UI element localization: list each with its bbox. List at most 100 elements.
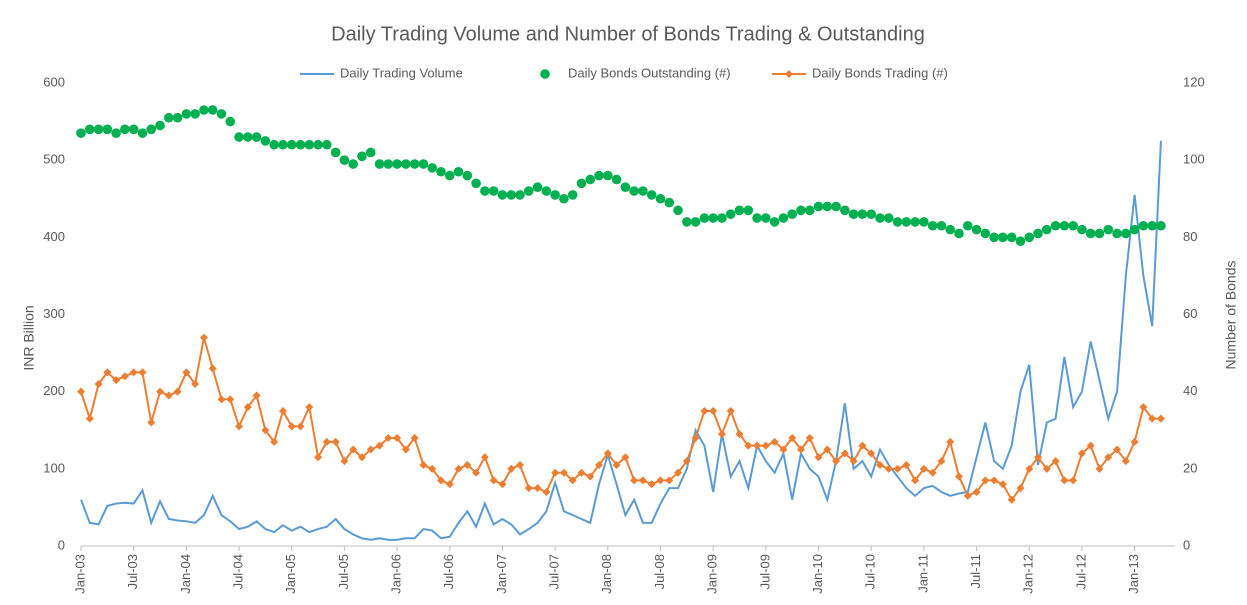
- x-tick-label: Jan-13: [1126, 554, 1141, 594]
- point-marker: [831, 201, 841, 212]
- point-marker: [330, 147, 341, 158]
- point-marker: [945, 224, 956, 235]
- point-marker: [656, 476, 665, 485]
- point-marker: [164, 112, 174, 123]
- y2-tick-label: 0: [1183, 537, 1190, 552]
- point-marker: [1103, 224, 1114, 235]
- point-marker: [725, 209, 736, 219]
- point-marker: [1147, 220, 1157, 231]
- point-marker: [516, 460, 524, 469]
- point-marker: [207, 105, 218, 115]
- point-marker: [418, 159, 429, 169]
- point-marker: [1059, 220, 1070, 231]
- point-marker: [235, 422, 244, 431]
- point-marker: [840, 449, 849, 458]
- point-marker: [576, 178, 587, 189]
- point-marker: [366, 445, 375, 454]
- point-marker: [419, 460, 428, 469]
- point-marker: [384, 433, 393, 442]
- point-marker: [1007, 495, 1016, 504]
- point-marker: [111, 128, 121, 138]
- point-marker: [497, 190, 508, 200]
- point-marker: [620, 182, 631, 192]
- point-marker: [919, 464, 928, 473]
- point-marker: [848, 209, 859, 219]
- point-marker: [595, 460, 604, 469]
- point-marker: [314, 453, 323, 462]
- point-marker: [480, 453, 489, 462]
- point-marker: [489, 476, 498, 485]
- point-marker: [585, 174, 596, 185]
- point-marker: [867, 449, 876, 458]
- point-marker: [155, 120, 165, 131]
- point-marker: [541, 186, 552, 196]
- point-marker: [252, 391, 261, 400]
- series-line: [80, 140, 1162, 541]
- point-marker: [1113, 445, 1122, 454]
- point-marker: [480, 186, 490, 196]
- point-marker: [1042, 224, 1052, 235]
- point-marker: [1025, 464, 1034, 473]
- point-marker: [304, 139, 315, 150]
- point-marker: [444, 170, 455, 181]
- point-marker: [1086, 441, 1095, 450]
- point-marker: [120, 124, 130, 135]
- point-marker: [927, 220, 938, 231]
- point-marker: [655, 193, 666, 204]
- point-marker: [735, 430, 744, 439]
- point-marker: [129, 368, 138, 377]
- point-marker: [498, 480, 507, 489]
- point-marker: [76, 128, 86, 138]
- point-marker: [77, 387, 85, 396]
- point-marker: [128, 124, 139, 135]
- point-marker: [804, 205, 815, 216]
- point-marker: [1015, 236, 1026, 246]
- point-marker: [955, 472, 963, 481]
- point-marker: [305, 403, 314, 412]
- point-marker: [998, 480, 1007, 489]
- point-marker: [146, 124, 157, 135]
- point-marker: [164, 391, 173, 400]
- y-tick-label: 600: [43, 74, 65, 89]
- point-marker: [393, 433, 402, 442]
- point-marker: [594, 170, 604, 181]
- point-marker: [752, 213, 762, 223]
- point-marker: [507, 464, 516, 473]
- point-marker: [454, 464, 463, 473]
- x-tick-label: Jul-04: [230, 554, 245, 589]
- point-marker: [559, 193, 569, 204]
- point-marker: [902, 460, 911, 469]
- point-marker: [726, 406, 735, 415]
- point-marker: [621, 453, 630, 462]
- x-tick-label: Jul-06: [441, 554, 456, 589]
- point-marker: [963, 491, 972, 500]
- point-marker: [769, 217, 780, 227]
- point-marker: [172, 112, 183, 123]
- point-marker: [375, 441, 384, 450]
- point-marker: [428, 464, 437, 473]
- point-marker: [954, 228, 964, 239]
- point-marker: [937, 457, 946, 466]
- point-marker: [286, 139, 297, 150]
- point-marker: [664, 197, 675, 208]
- point-marker: [1156, 414, 1165, 423]
- point-marker: [550, 190, 560, 200]
- x-tick-label: Jan-04: [178, 554, 193, 594]
- point-marker: [911, 476, 920, 485]
- point-marker: [928, 468, 937, 477]
- point-marker: [436, 476, 445, 485]
- point-marker: [796, 445, 805, 454]
- point-marker: [471, 178, 481, 189]
- point-marker: [270, 437, 279, 446]
- point-marker: [1060, 476, 1069, 485]
- point-marker: [1085, 228, 1096, 239]
- point-marker: [436, 166, 446, 177]
- point-marker: [472, 468, 481, 477]
- legend-label: Daily Trading Volume: [340, 65, 463, 80]
- series-line: [80, 337, 1161, 502]
- x-tick-label: Jul-10: [863, 554, 878, 589]
- point-marker: [805, 433, 814, 442]
- point-marker: [779, 445, 788, 454]
- point-marker: [832, 457, 841, 466]
- point-marker: [103, 368, 112, 377]
